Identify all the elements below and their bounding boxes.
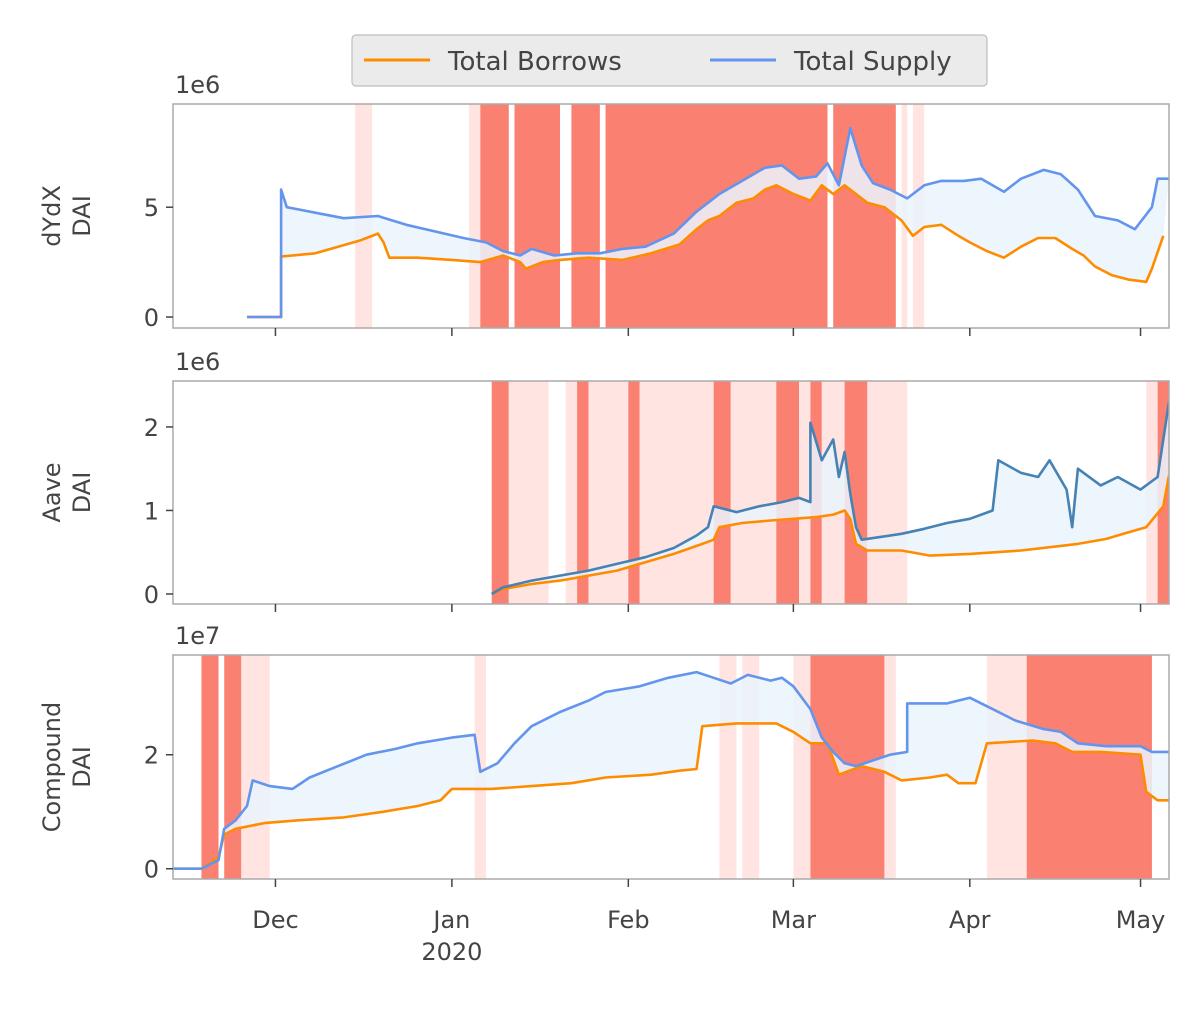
shading-band-dark	[571, 104, 600, 328]
legend-label: Total Borrows	[447, 47, 622, 77]
y-axis-label-line: Aave	[38, 462, 66, 522]
x-tick-label: Apr	[949, 906, 991, 934]
y-axis-label-line: DAI	[68, 195, 96, 237]
shading-band-dark	[201, 655, 219, 879]
panel-1: 0 5 1e6 dYdXDAI	[38, 71, 1170, 336]
fill-between-series	[491, 401, 1169, 594]
y-offset-label: 1e6	[175, 71, 220, 99]
y-axis-label-line: DAI	[68, 472, 96, 514]
x-tick-label: May	[1116, 906, 1166, 934]
shading-band-light	[986, 655, 1027, 879]
x-tick-label: Dec	[252, 906, 298, 934]
y-offset-label: 1e7	[175, 622, 220, 650]
shading-band-dark	[776, 381, 800, 604]
series-line-total-supply	[491, 401, 1169, 596]
series-line-total-supply	[247, 126, 1169, 319]
fill-between-series	[247, 128, 1169, 317]
legend: Total Borrows Total Supply	[351, 34, 988, 87]
shading-bands	[201, 655, 1152, 879]
shading-band-dark	[514, 104, 561, 328]
shading-band-light	[639, 381, 714, 604]
y-tick-label: 0	[144, 856, 159, 884]
y-tick-label: 2	[144, 414, 159, 442]
shading-band-dark	[833, 104, 896, 328]
series-line-total-borrows	[491, 475, 1169, 596]
shading-band-dark	[713, 381, 731, 604]
y-axis-label: CompoundDAI	[38, 702, 96, 832]
shading-band-light	[867, 381, 908, 604]
x-tick-label: Mar	[771, 906, 816, 934]
shading-band-dark	[480, 104, 509, 328]
panel-frame	[172, 103, 1170, 329]
panel-frame	[172, 654, 1170, 880]
series-line-total-borrows	[247, 184, 1165, 319]
y-axis-label-line: DAI	[68, 746, 96, 788]
fill-between-series	[173, 672, 1169, 869]
y-axis-label-line: dYdX	[38, 185, 66, 247]
x-axis-ticks: Dec Jan 2020 Feb Mar Apr May	[252, 906, 1165, 966]
shading-band-light	[799, 381, 811, 604]
shading-band-dark	[491, 381, 509, 604]
y-axis-label: dYdXDAI	[38, 185, 96, 247]
y-offset-label: 1e6	[175, 348, 220, 376]
y-tick-label: 0	[144, 304, 159, 332]
series-line-total-borrows	[173, 722, 1169, 870]
series-line-total-supply	[173, 670, 1169, 870]
x-tick-label: Jan	[431, 906, 470, 934]
x-tick-label: Feb	[607, 906, 650, 934]
shading-band-dark	[628, 381, 640, 604]
shading-band-dark	[224, 655, 242, 879]
shading-bands	[355, 104, 925, 328]
y-tick-label: 1	[144, 497, 159, 525]
shading-band-light	[565, 381, 578, 604]
panel-frame	[172, 380, 1170, 605]
panel-2: 0 1 2 1e6 AaveDAI	[38, 348, 1170, 612]
y-axis-label: AaveDAI	[38, 462, 96, 522]
shading-band-light	[508, 381, 549, 604]
shading-band-dark	[577, 381, 589, 604]
shading-band-light	[241, 655, 270, 879]
chart-panels: 051e6dYdXDAI0121e6AaveDAI021e7CompoundDA…	[38, 71, 1170, 887]
y-tick-label: 0	[144, 581, 159, 609]
panel-3: 0 2 1e7 CompoundDAI	[38, 622, 1170, 887]
legend-label: Total Supply	[793, 47, 952, 77]
y-tick-label: 2	[144, 742, 159, 770]
legend-box	[351, 34, 988, 87]
shading-band-light	[730, 381, 777, 604]
x-tick-sublabel: 2020	[421, 938, 482, 966]
y-tick-label: 5	[144, 194, 159, 222]
shading-band-light	[468, 104, 481, 328]
y-axis-label-line: Compound	[38, 702, 66, 832]
shading-band-dark	[1026, 655, 1152, 879]
